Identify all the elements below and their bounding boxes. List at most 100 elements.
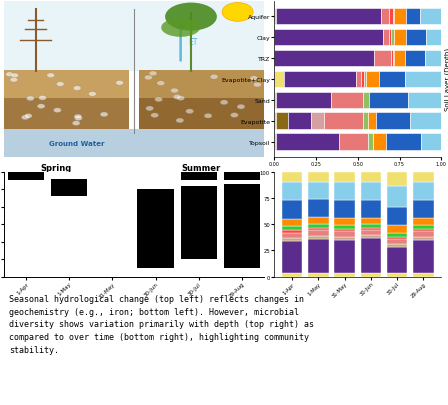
Bar — [334, 226, 355, 230]
Bar — [413, 172, 434, 183]
Bar — [361, 200, 381, 218]
Bar — [387, 208, 407, 226]
Bar — [4, 2, 263, 72]
Bar — [389, 30, 391, 46]
Bar — [308, 239, 328, 273]
Circle shape — [11, 74, 18, 79]
Bar — [4, 98, 129, 129]
Bar — [413, 230, 434, 232]
Bar — [361, 238, 381, 273]
Bar — [363, 113, 368, 130]
Text: ET: ET — [189, 38, 198, 47]
Bar — [334, 230, 355, 232]
Bar — [224, 184, 260, 268]
Bar — [339, 134, 368, 150]
Circle shape — [72, 122, 80, 126]
Bar — [274, 51, 375, 67]
Text: Ground Water: Ground Water — [49, 141, 105, 146]
Y-axis label: Soil Layer (Depth): Soil Layer (Depth) — [444, 48, 448, 111]
Circle shape — [204, 114, 212, 119]
Bar — [391, 51, 393, 67]
Bar — [334, 218, 355, 226]
Bar — [391, 30, 395, 46]
Bar — [334, 240, 355, 273]
Bar — [376, 113, 409, 130]
Bar — [387, 226, 407, 233]
Circle shape — [144, 76, 152, 81]
Circle shape — [176, 119, 184, 124]
Y-axis label: Relative Abundance
(% reads): Relative Abundance (% reads) — [246, 198, 257, 251]
Bar — [421, 134, 441, 150]
Circle shape — [73, 87, 81, 91]
Bar — [308, 172, 328, 183]
Bar — [409, 113, 441, 130]
Text: Summer
Dry Season: Summer Dry Season — [175, 164, 228, 183]
Bar — [413, 232, 434, 237]
Bar — [406, 30, 426, 46]
Circle shape — [157, 81, 165, 86]
Circle shape — [37, 104, 45, 109]
Text: Spring
Wet Season: Spring Wet Season — [28, 164, 84, 183]
Bar — [405, 51, 425, 67]
Circle shape — [151, 113, 159, 118]
Bar — [274, 9, 276, 26]
Circle shape — [237, 105, 245, 110]
Bar — [389, 9, 393, 26]
Bar — [387, 237, 407, 239]
Bar — [276, 9, 381, 26]
Bar — [308, 225, 328, 229]
Bar — [282, 200, 302, 220]
Bar — [282, 227, 302, 231]
Bar — [395, 51, 405, 67]
Bar — [276, 113, 288, 130]
Bar — [334, 200, 355, 218]
Bar — [282, 238, 302, 241]
Circle shape — [254, 83, 261, 87]
Bar — [387, 239, 407, 245]
Circle shape — [5, 73, 13, 77]
Bar — [4, 129, 263, 157]
Bar — [274, 30, 383, 46]
Bar — [331, 92, 363, 109]
Bar — [425, 51, 441, 67]
Bar — [381, 9, 389, 26]
Circle shape — [186, 110, 194, 114]
Bar — [308, 273, 328, 277]
Circle shape — [100, 113, 108, 117]
Bar — [308, 231, 328, 236]
Bar — [4, 70, 129, 98]
Bar — [324, 113, 363, 130]
Circle shape — [74, 115, 82, 119]
Circle shape — [53, 109, 61, 113]
Bar — [361, 72, 364, 88]
Bar — [366, 72, 379, 88]
Bar — [282, 183, 302, 200]
Circle shape — [222, 4, 253, 22]
Bar — [274, 72, 284, 88]
Bar — [274, 134, 276, 150]
Bar — [288, 113, 311, 130]
Bar — [413, 183, 434, 200]
Bar — [361, 183, 381, 200]
Bar — [368, 134, 373, 150]
Bar — [361, 229, 381, 231]
Bar — [386, 134, 421, 150]
Bar — [308, 236, 328, 239]
Bar — [282, 231, 302, 233]
Bar — [363, 92, 370, 109]
Bar — [274, 92, 276, 109]
Bar — [405, 72, 441, 88]
Bar — [375, 51, 391, 67]
Bar — [334, 232, 355, 237]
Bar — [413, 226, 434, 230]
Bar — [387, 248, 407, 273]
Bar — [420, 9, 441, 26]
Circle shape — [173, 95, 181, 100]
Bar — [356, 72, 361, 88]
Bar — [334, 237, 355, 240]
Bar — [383, 30, 389, 46]
Bar — [387, 273, 407, 277]
Circle shape — [210, 75, 218, 80]
Bar — [361, 231, 381, 235]
Bar — [373, 134, 386, 150]
